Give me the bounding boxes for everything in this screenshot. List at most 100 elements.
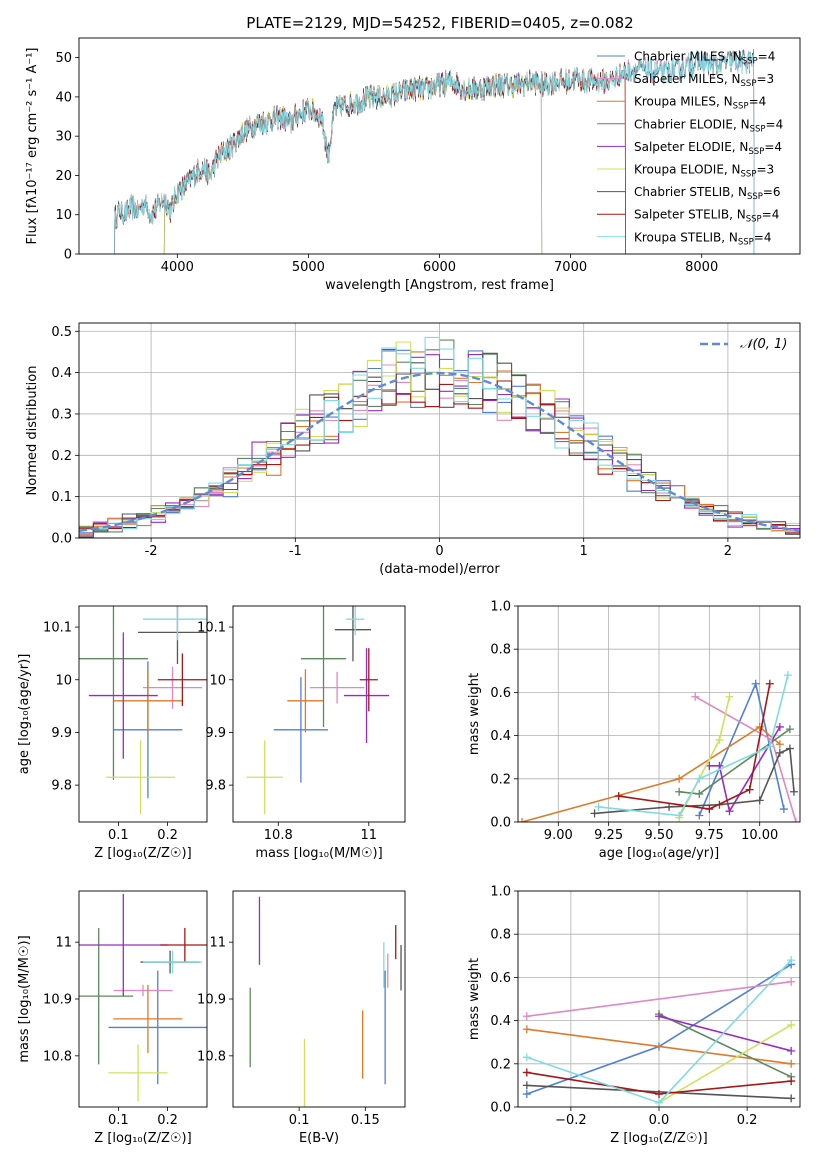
x-tick-label: 0.15: [351, 1113, 380, 1128]
y-tick-label: 1.0: [490, 600, 511, 615]
weight-marker-chabrier_elodie: [785, 725, 794, 734]
y-tick-label: 9.8: [205, 779, 226, 794]
y-tick-label: 50: [55, 51, 72, 66]
y-tick-label: 9.9: [205, 726, 226, 741]
weight-marker-salpeter_elodie: [787, 1046, 796, 1055]
weight-marker-salpeter_miles: [522, 1012, 531, 1021]
axes-frame: [232, 605, 406, 823]
y-tick-label: 0: [64, 248, 72, 263]
weight-marker-kroupa_elodie: [725, 692, 734, 701]
weight-marker-chabrier_stelib: [665, 802, 674, 811]
errorbar-point-salpeter_miles: [113, 984, 173, 997]
weight-marker-salpeter_stelib: [787, 1077, 796, 1086]
errorbar-point-chabrier_elodie: [79, 606, 148, 780]
chart-title: PLATE=2129, MJD=54252, FIBERID=0405, z=0…: [246, 14, 633, 32]
weight-line-chabrier_elodie: [658, 1013, 792, 1078]
errorbar-point-kroupa_miles: [113, 984, 183, 1053]
weight-marker-salpeter_elodie: [775, 722, 784, 731]
errorbar-point-kroupa_miles: [113, 669, 183, 733]
legend-entry-salpeter_elodie: Salpeter ELODIE, NSSP=4: [634, 140, 782, 157]
weight-line-salpeter_elodie: [709, 726, 781, 814]
weight-marker-salpeter_miles: [791, 818, 800, 822]
y-tick-label: 0.4: [490, 1014, 511, 1029]
x-tick-label: -1: [289, 544, 302, 559]
x-tick-label: 10.00: [741, 828, 778, 843]
spectrum-line-salpeter_elodie: [163, 71, 543, 254]
normal-reference-curve: [79, 371, 800, 532]
weight-marker-chabrier_stelib: [755, 796, 764, 805]
y-tick-label: 9.9: [51, 726, 72, 741]
panel-residuals: -2 -1 0 1 2 0.0 0.1 0.2 0.3 0.4 0.5 (data-model)/er…: [25, 322, 801, 577]
y-tick-label: 0.2: [490, 1057, 511, 1072]
weight-marker-kroupa_stelib: [787, 956, 796, 965]
errorbar-point-salpeter_miles: [143, 666, 203, 709]
x-axis-label: Z [log₁₀(Z/Z☉)]: [610, 1131, 707, 1146]
x-tick-label: 10.8: [264, 828, 293, 843]
weight-marker-kroupa_stelib: [594, 802, 603, 811]
errorbar-point-salpeter_elodie: [88, 632, 158, 759]
y-tick-label: 0.0: [51, 532, 72, 547]
y-axis-label: Normed distribution: [25, 366, 40, 496]
panel-mass_vs_Z: 0.1 0.2 10.8 10.9 11 Z [log₁₀(Z/Z☉)] mass [log…: [17, 890, 208, 1146]
weight-marker-chabrier_stelib: [789, 787, 798, 796]
y-tick-label: 20: [55, 169, 72, 184]
legend-entry-kroupa_miles: Kroupa MILES, NSSP=4: [634, 95, 766, 112]
weight-marker-kroupa_stelib: [675, 811, 684, 820]
weight-line-kroupa_elodie: [658, 1024, 792, 1104]
errorbar-point-kroupa_stelib: [143, 606, 207, 641]
x-tick-label: 7000: [554, 260, 587, 275]
axes-frame: [78, 322, 801, 539]
x-axis-label: mass [log₁₀(M/M☉)]: [255, 846, 382, 861]
y-tick-label: 0.2: [51, 449, 72, 464]
y-tick-label: 0.3: [51, 407, 72, 422]
errorbar-point-kroupa_elodie: [106, 740, 175, 815]
weight-marker-salpeter_elodie: [715, 761, 724, 770]
errorbar-point-salpeter_elodie: [79, 893, 168, 997]
panel-mass_weight_vs_age: 9.00 9.25 9.50 9.75 10.00 0.0 0.2 0.4 0.6 0.8 1.0 a…: [467, 600, 801, 861]
weight-marker-kroupa_miles: [518, 818, 527, 822]
x-tick-label: -2: [145, 544, 158, 559]
errorbar-point-chabrier_miles: [108, 970, 207, 1085]
legend-entry-kroupa_elodie: Kroupa ELODIE, NSSP=3: [634, 163, 774, 180]
legend-entry-normal: 𝒩(0, 1): [740, 337, 787, 352]
y-tick-label: 9.8: [51, 779, 72, 794]
weight-marker-chabrier_miles: [779, 805, 788, 814]
legend-entry-chabrier_miles: Chabrier MILES, NSSP=4: [634, 50, 775, 67]
weight-marker-chabrier_stelib: [590, 809, 599, 818]
panel-age_vs_Z: 0.1 0.2 9.8 9.9 10 10.1 Z [log₁₀(Z/Z☉)] age [lo…: [17, 605, 208, 861]
weight-marker-chabrier_miles: [695, 811, 704, 820]
axes-frame: [517, 890, 801, 1108]
x-tick-label: 0.1: [108, 828, 129, 843]
errorbar-point-kroupa_stelib: [346, 606, 365, 635]
weight-marker-kroupa_stelib: [695, 774, 704, 783]
weight-marker-salpeter_miles: [787, 977, 796, 986]
weight-marker-chabrier_stelib: [787, 1094, 796, 1103]
x-tick-label: 9.50: [645, 828, 674, 843]
panel-age_vs_mass: 10.8 11 9.8 9.9 10 10.1 mass [log₁₀(M/M☉)]: [197, 605, 406, 861]
plot-area-mass_vs_ebv: [249, 896, 402, 1107]
plot-area-spectrum: [114, 48, 755, 254]
plot-area-residuals: [79, 323, 800, 538]
errorbar-point-kroupa_elodie: [246, 740, 283, 815]
weight-line-kroupa_miles: [526, 1028, 792, 1065]
legend-entry-salpeter_miles: Salpeter MILES, NSSP=3: [634, 72, 774, 89]
weight-line-kroupa_elodie: [678, 696, 731, 819]
errorbar-point-kroupa_elodie: [108, 1044, 168, 1102]
y-tick-label: 10: [55, 673, 72, 688]
plot-area-age_vs_mass: [246, 606, 390, 815]
spectrum-line-kroupa_stelib: [114, 50, 755, 254]
weight-marker-chabrier_miles: [751, 679, 760, 688]
x-tick-label: −0.2: [555, 1113, 587, 1128]
axes-frame: [232, 890, 406, 1108]
weight-line-salpeter_miles: [526, 980, 792, 1018]
x-tick-label: 0.1: [289, 1113, 310, 1128]
errorbar-point-salpeter_miles: [309, 671, 365, 704]
weight-marker-chabrier_stelib: [785, 744, 794, 753]
axes-frame: [517, 605, 801, 823]
weight-marker-kroupa_elodie: [715, 735, 724, 744]
y-tick-label: 0.8: [490, 643, 511, 658]
y-tick-label: 10.1: [43, 621, 72, 636]
x-axis-label: age [log₁₀(age/yr)]: [599, 846, 720, 861]
panel-spectrum: 4000 5000 6000 7000 8000 0 10 20 30 40 50 PLATE=212…: [25, 14, 801, 293]
weight-marker-chabrier_stelib: [775, 748, 784, 757]
